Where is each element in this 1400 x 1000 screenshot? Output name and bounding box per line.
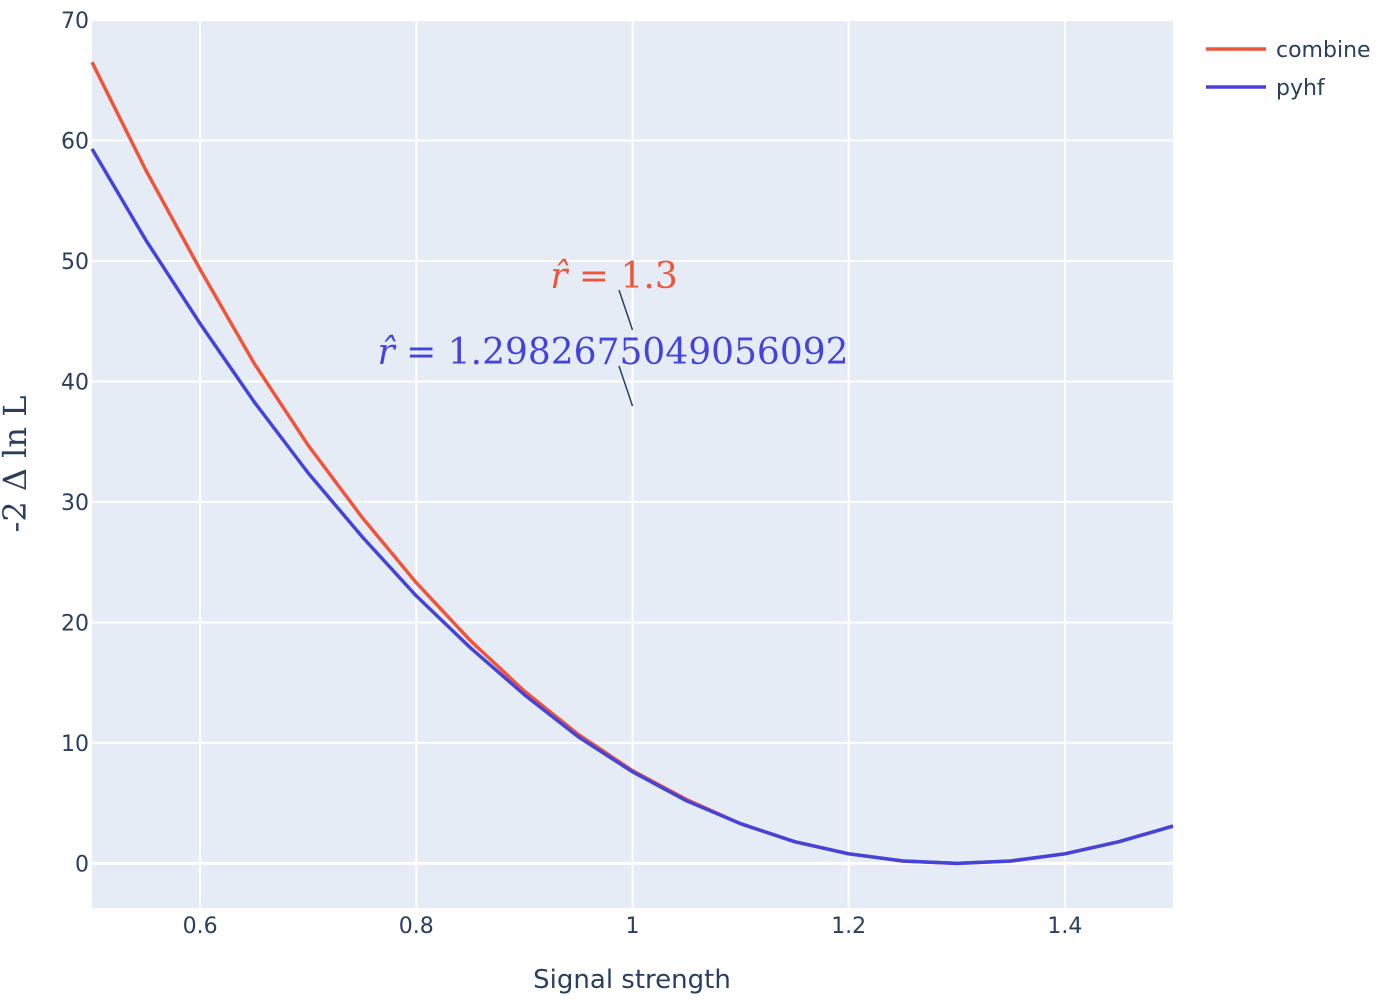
y-tick-label: 0 <box>75 852 89 877</box>
y-tick-labels: 0 10 20 30 40 50 60 70 <box>61 9 89 877</box>
legend-label: pyhf <box>1276 76 1326 101</box>
annotation-symbol: r̂ <box>377 332 406 373</box>
x-tick-label: 0.6 <box>183 914 218 939</box>
y-tick-label: 50 <box>61 250 89 275</box>
y-tick-label: 30 <box>61 491 89 516</box>
legend[interactable]: combine pyhf <box>1206 38 1371 101</box>
x-tick-label: 1 <box>626 914 640 939</box>
x-tick-label: 1.4 <box>1047 914 1082 939</box>
y-axis-title: -2 Δ ln L <box>0 396 34 533</box>
y-gridlines <box>92 19 1173 865</box>
annotation-value: = 1.3 <box>579 256 678 297</box>
series-lines[interactable] <box>90 61 1174 866</box>
y-tick-label: 40 <box>61 370 89 395</box>
annotations: r̂ = 1.3r̂ = 1.2982675049056092 <box>377 256 849 407</box>
annotation-arrow <box>618 289 634 331</box>
x-tick-label: 0.8 <box>399 914 434 939</box>
annotation-symbol: r̂ <box>550 256 579 297</box>
x-axis-title: Signal strength <box>533 965 731 995</box>
y-tick-label: 20 <box>61 611 89 636</box>
y-tick-label: 10 <box>61 732 89 757</box>
legend-label: combine <box>1276 38 1371 63</box>
annotation-label: r̂ = 1.3 <box>550 256 678 297</box>
annotation-label: r̂ = 1.2982675049056092 <box>377 332 848 373</box>
y-tick-label: 60 <box>61 129 89 154</box>
x-tick-labels: 0.6 0.8 1 1.2 1.4 <box>183 914 1083 939</box>
x-gridlines <box>199 20 1066 908</box>
legend-item-pyhf[interactable]: pyhf <box>1206 76 1326 101</box>
y-tick-label: 70 <box>61 9 89 34</box>
annotation-value: = 1.2982675049056092 <box>406 332 848 373</box>
legend-item-combine[interactable]: combine <box>1206 38 1371 63</box>
x-tick-label: 1.2 <box>831 914 866 939</box>
series-line-pyhf[interactable] <box>90 148 1174 866</box>
annotation-arrow <box>618 365 634 407</box>
